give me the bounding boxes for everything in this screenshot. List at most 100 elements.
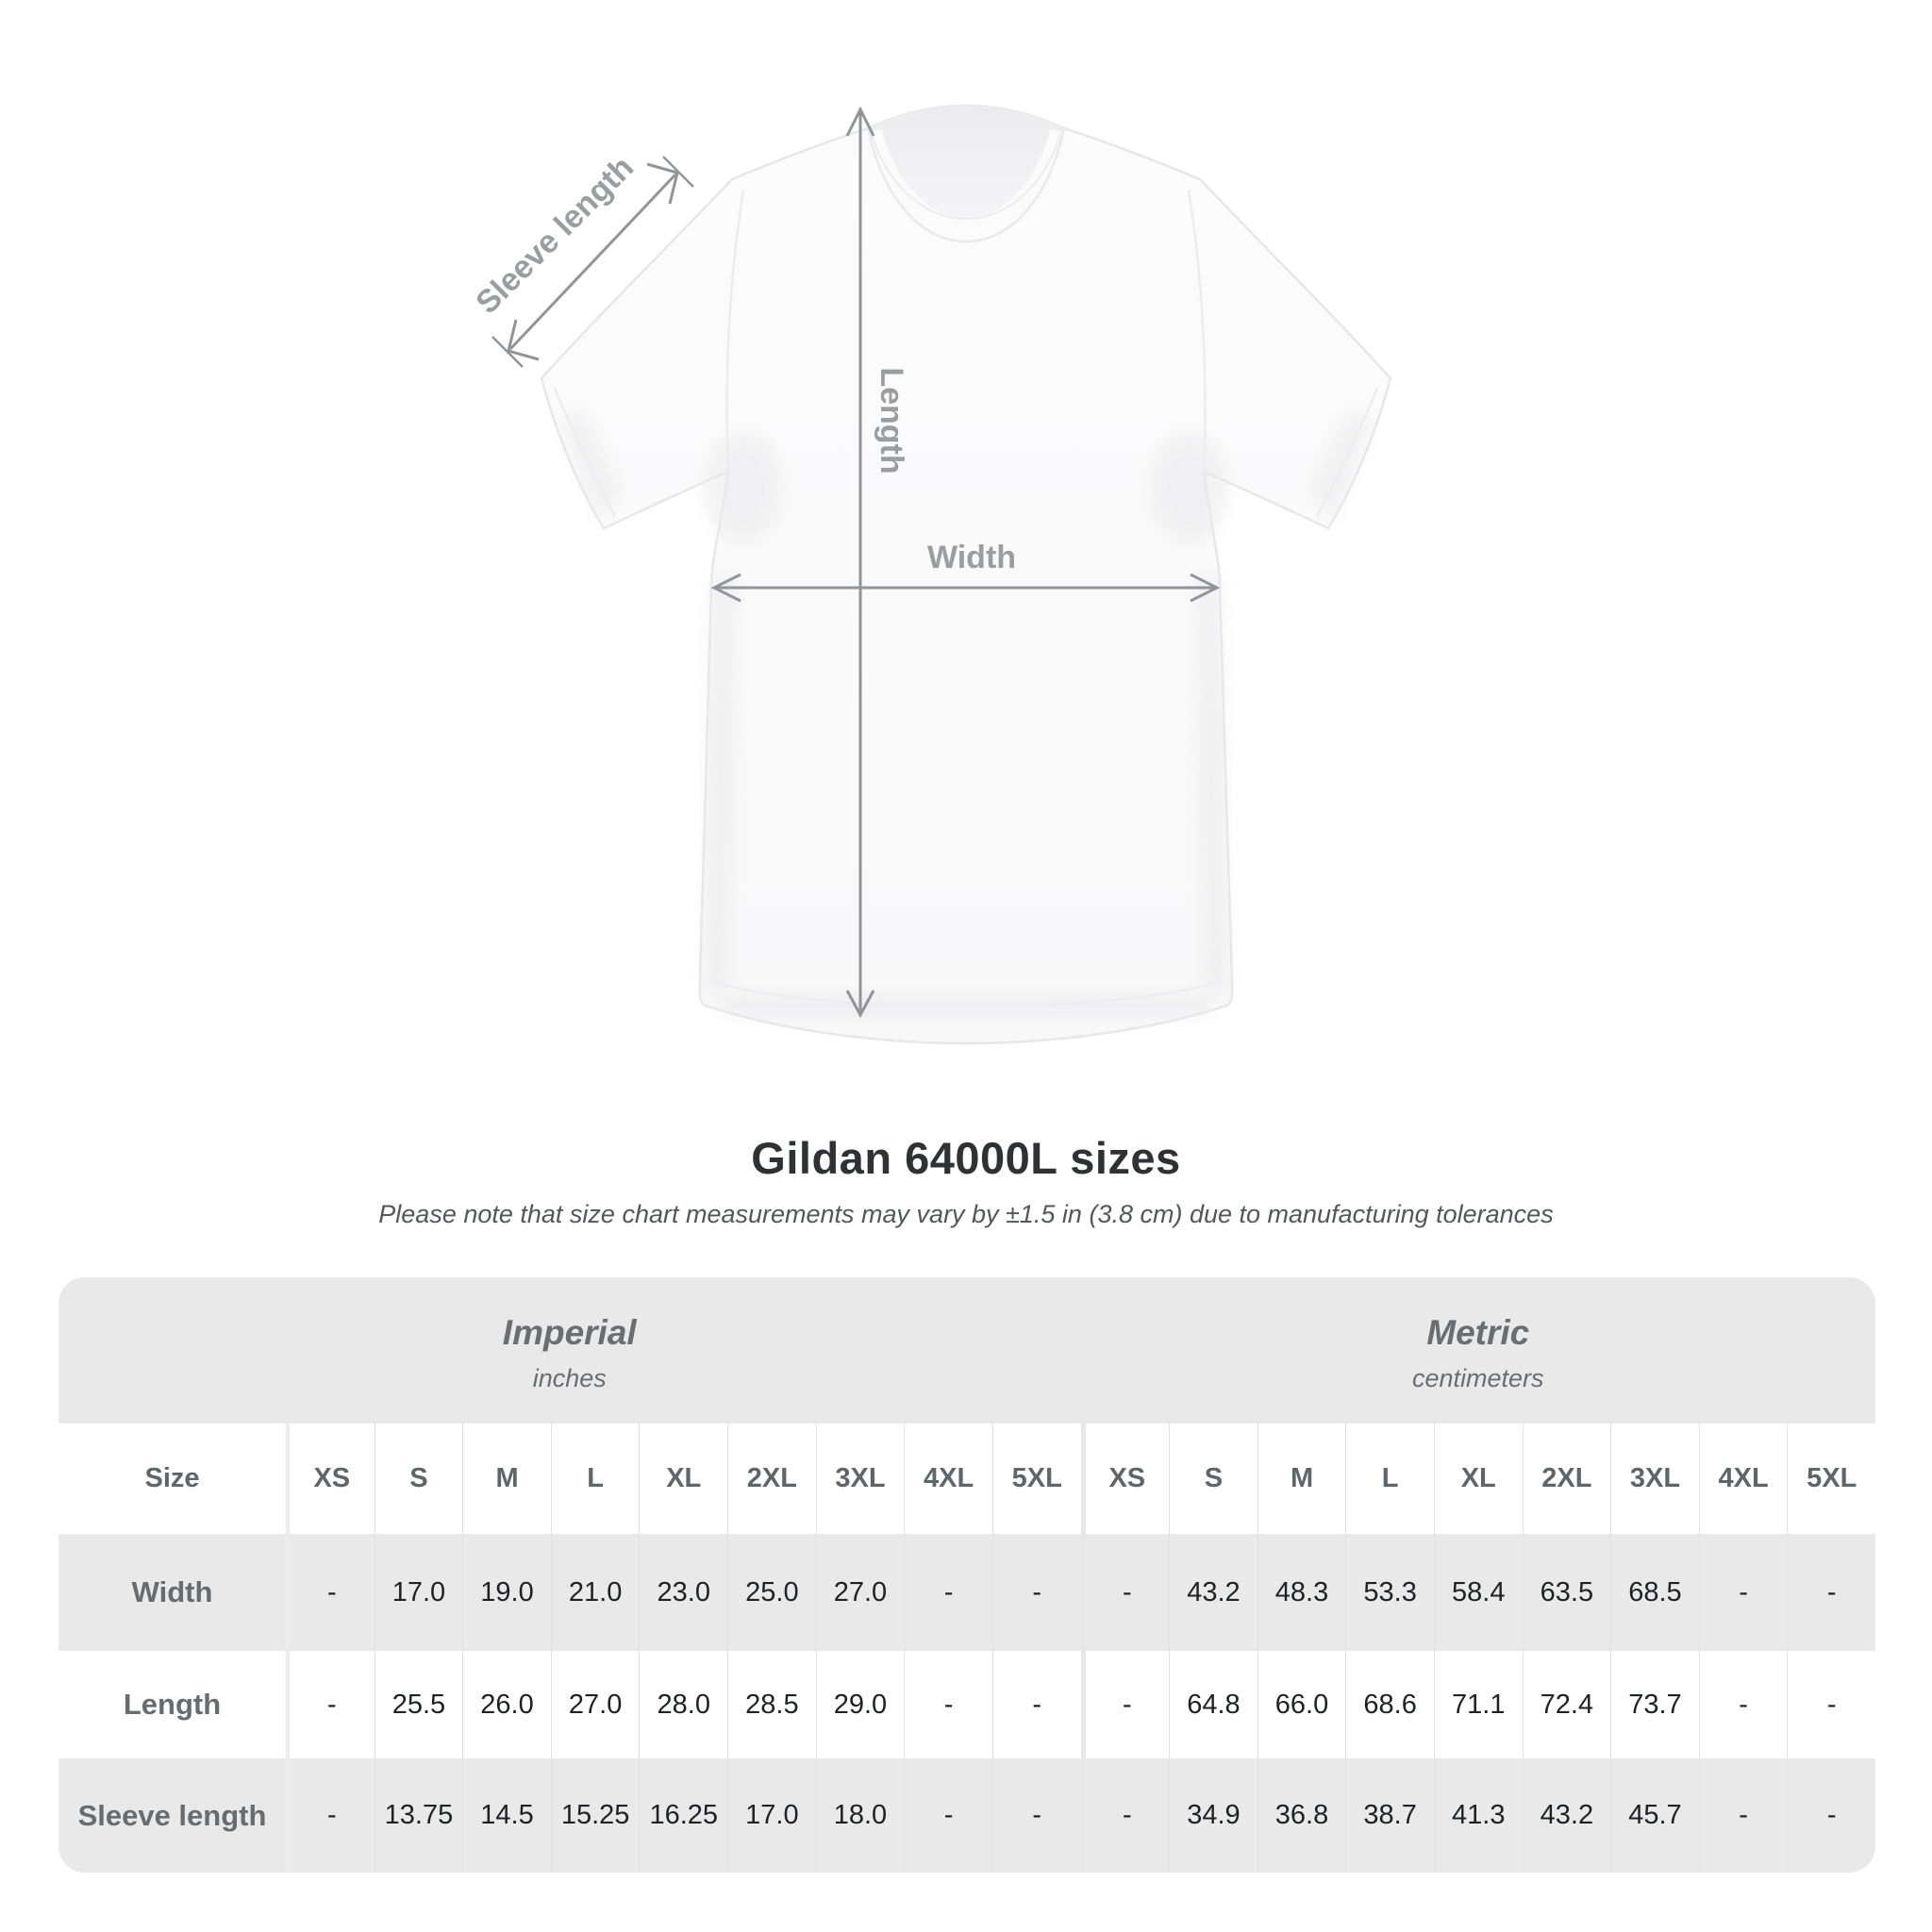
width-label: Width (927, 540, 1016, 575)
value-cell: - (286, 1758, 375, 1873)
value-cell: - (904, 1758, 992, 1873)
value-cell: 43.2 (1169, 1534, 1257, 1651)
imperial-section-name: Imperial (502, 1313, 637, 1352)
value-cell: 15.25 (550, 1758, 640, 1873)
row-label-width: Width (58, 1534, 286, 1651)
row-label-sleeve-length: Sleeve length (58, 1758, 286, 1873)
size-header-cell: M (462, 1424, 551, 1534)
value-cell: 16.25 (639, 1758, 728, 1873)
value-cell: 13.75 (374, 1758, 463, 1873)
value-cell: - (1698, 1758, 1788, 1873)
value-cell: - (1080, 1651, 1170, 1758)
size-header-cell: 3XL (815, 1424, 905, 1534)
value-cell: 66.0 (1257, 1651, 1346, 1758)
value-cell: 72.4 (1522, 1651, 1611, 1758)
size-header-cell: XL (639, 1424, 728, 1534)
value-cell: - (286, 1534, 375, 1651)
value-cell: 48.3 (1257, 1534, 1346, 1651)
value-cell: 27.0 (550, 1651, 640, 1758)
value-cell: - (1698, 1534, 1788, 1651)
size-table: Imperial inches Metric centimeters Size … (58, 1277, 1875, 1873)
value-cell: 17.0 (727, 1758, 816, 1873)
value-cell: - (1080, 1534, 1170, 1651)
value-cell: - (991, 1534, 1081, 1651)
value-cell: 18.0 (815, 1758, 905, 1873)
value-cell: - (904, 1651, 992, 1758)
metric-section-name: Metric (1426, 1313, 1530, 1352)
value-cell: 26.0 (462, 1651, 551, 1758)
size-header-cell: 2XL (727, 1424, 816, 1534)
metric-section-header: Metric centimeters (1080, 1277, 1875, 1424)
size-header-cell: 5XL (991, 1424, 1081, 1534)
value-cell: 68.6 (1345, 1651, 1434, 1758)
collar-band (858, 128, 1074, 243)
sleeve-length-arrow (491, 156, 694, 368)
value-cell: 23.0 (639, 1534, 728, 1651)
value-cell: 27.0 (815, 1534, 905, 1651)
value-cell: 71.1 (1433, 1651, 1523, 1758)
collar-outer-seam (866, 127, 1066, 243)
value-cell: 45.7 (1610, 1758, 1699, 1873)
value-cell: - (991, 1758, 1081, 1873)
value-cell: 21.0 (550, 1534, 640, 1651)
value-cell: 41.3 (1433, 1758, 1523, 1873)
tshirt-diagram: Length Width Sleeve length (469, 104, 1392, 1045)
length-label: Length (874, 367, 909, 474)
size-header-cell: XS (1080, 1424, 1170, 1534)
shirt-shading (562, 406, 1370, 1017)
value-cell: 25.0 (727, 1534, 816, 1651)
value-cell: 14.5 (462, 1758, 551, 1873)
value-cell: 73.7 (1610, 1651, 1699, 1758)
row-label-length: Length (58, 1651, 286, 1758)
shirt-seams (553, 190, 1379, 1008)
imperial-section-unit: inches (532, 1364, 607, 1392)
size-header-cell: 3XL (1610, 1424, 1699, 1534)
value-cell: - (991, 1651, 1081, 1758)
value-cell: - (1787, 1758, 1875, 1873)
value-cell: - (1787, 1651, 1875, 1758)
value-cell: 25.5 (374, 1651, 463, 1758)
sleeve-length-label: Sleeve length (469, 149, 641, 321)
value-cell: 17.0 (374, 1534, 463, 1651)
collar-inner-seam (871, 133, 1061, 221)
value-cell: 68.5 (1610, 1534, 1699, 1651)
size-header-cell: 2XL (1522, 1424, 1611, 1534)
length-arrow (845, 106, 875, 1019)
size-header-cell: S (1169, 1424, 1257, 1534)
value-cell: 28.0 (639, 1651, 728, 1758)
value-cell: 58.4 (1433, 1534, 1523, 1651)
value-cell: 34.9 (1169, 1758, 1257, 1873)
value-cell: - (1080, 1758, 1170, 1873)
value-cell: - (286, 1651, 375, 1758)
value-cell: 64.8 (1169, 1651, 1257, 1758)
size-header-cell: M (1257, 1424, 1346, 1534)
size-header-cell: S (374, 1424, 463, 1534)
size-header-cell: XL (1433, 1424, 1523, 1534)
metric-section-unit: centimeters (1411, 1364, 1544, 1392)
value-cell: - (904, 1534, 992, 1651)
size-header-cell: 4XL (1698, 1424, 1788, 1534)
value-cell: 43.2 (1522, 1758, 1611, 1873)
value-cell: 53.3 (1345, 1534, 1434, 1651)
size-header-cell: 4XL (904, 1424, 992, 1534)
value-cell: 63.5 (1522, 1534, 1611, 1651)
value-cell: 28.5 (727, 1651, 816, 1758)
value-cell: - (1698, 1651, 1788, 1758)
value-cell: - (1787, 1534, 1875, 1651)
size-corner-label: Size (58, 1424, 286, 1534)
tshirt-outline (540, 104, 1392, 1045)
width-arrow (710, 573, 1221, 603)
size-header-cell: XS (286, 1424, 375, 1534)
imperial-section-header: Imperial inches (58, 1277, 1081, 1424)
size-header-cell: L (1345, 1424, 1434, 1534)
size-header-cell: 5XL (1787, 1424, 1875, 1534)
value-cell: 38.7 (1345, 1758, 1434, 1873)
value-cell: 36.8 (1257, 1758, 1346, 1873)
value-cell: 19.0 (462, 1534, 551, 1651)
tshirt-illustration (540, 104, 1392, 1045)
value-cell: 29.0 (815, 1651, 905, 1758)
size-header-cell: L (550, 1424, 640, 1534)
page-title: Gildan 64000L sizes (751, 1133, 1181, 1183)
tolerance-note: Please note that size chart measurements… (378, 1200, 1554, 1228)
